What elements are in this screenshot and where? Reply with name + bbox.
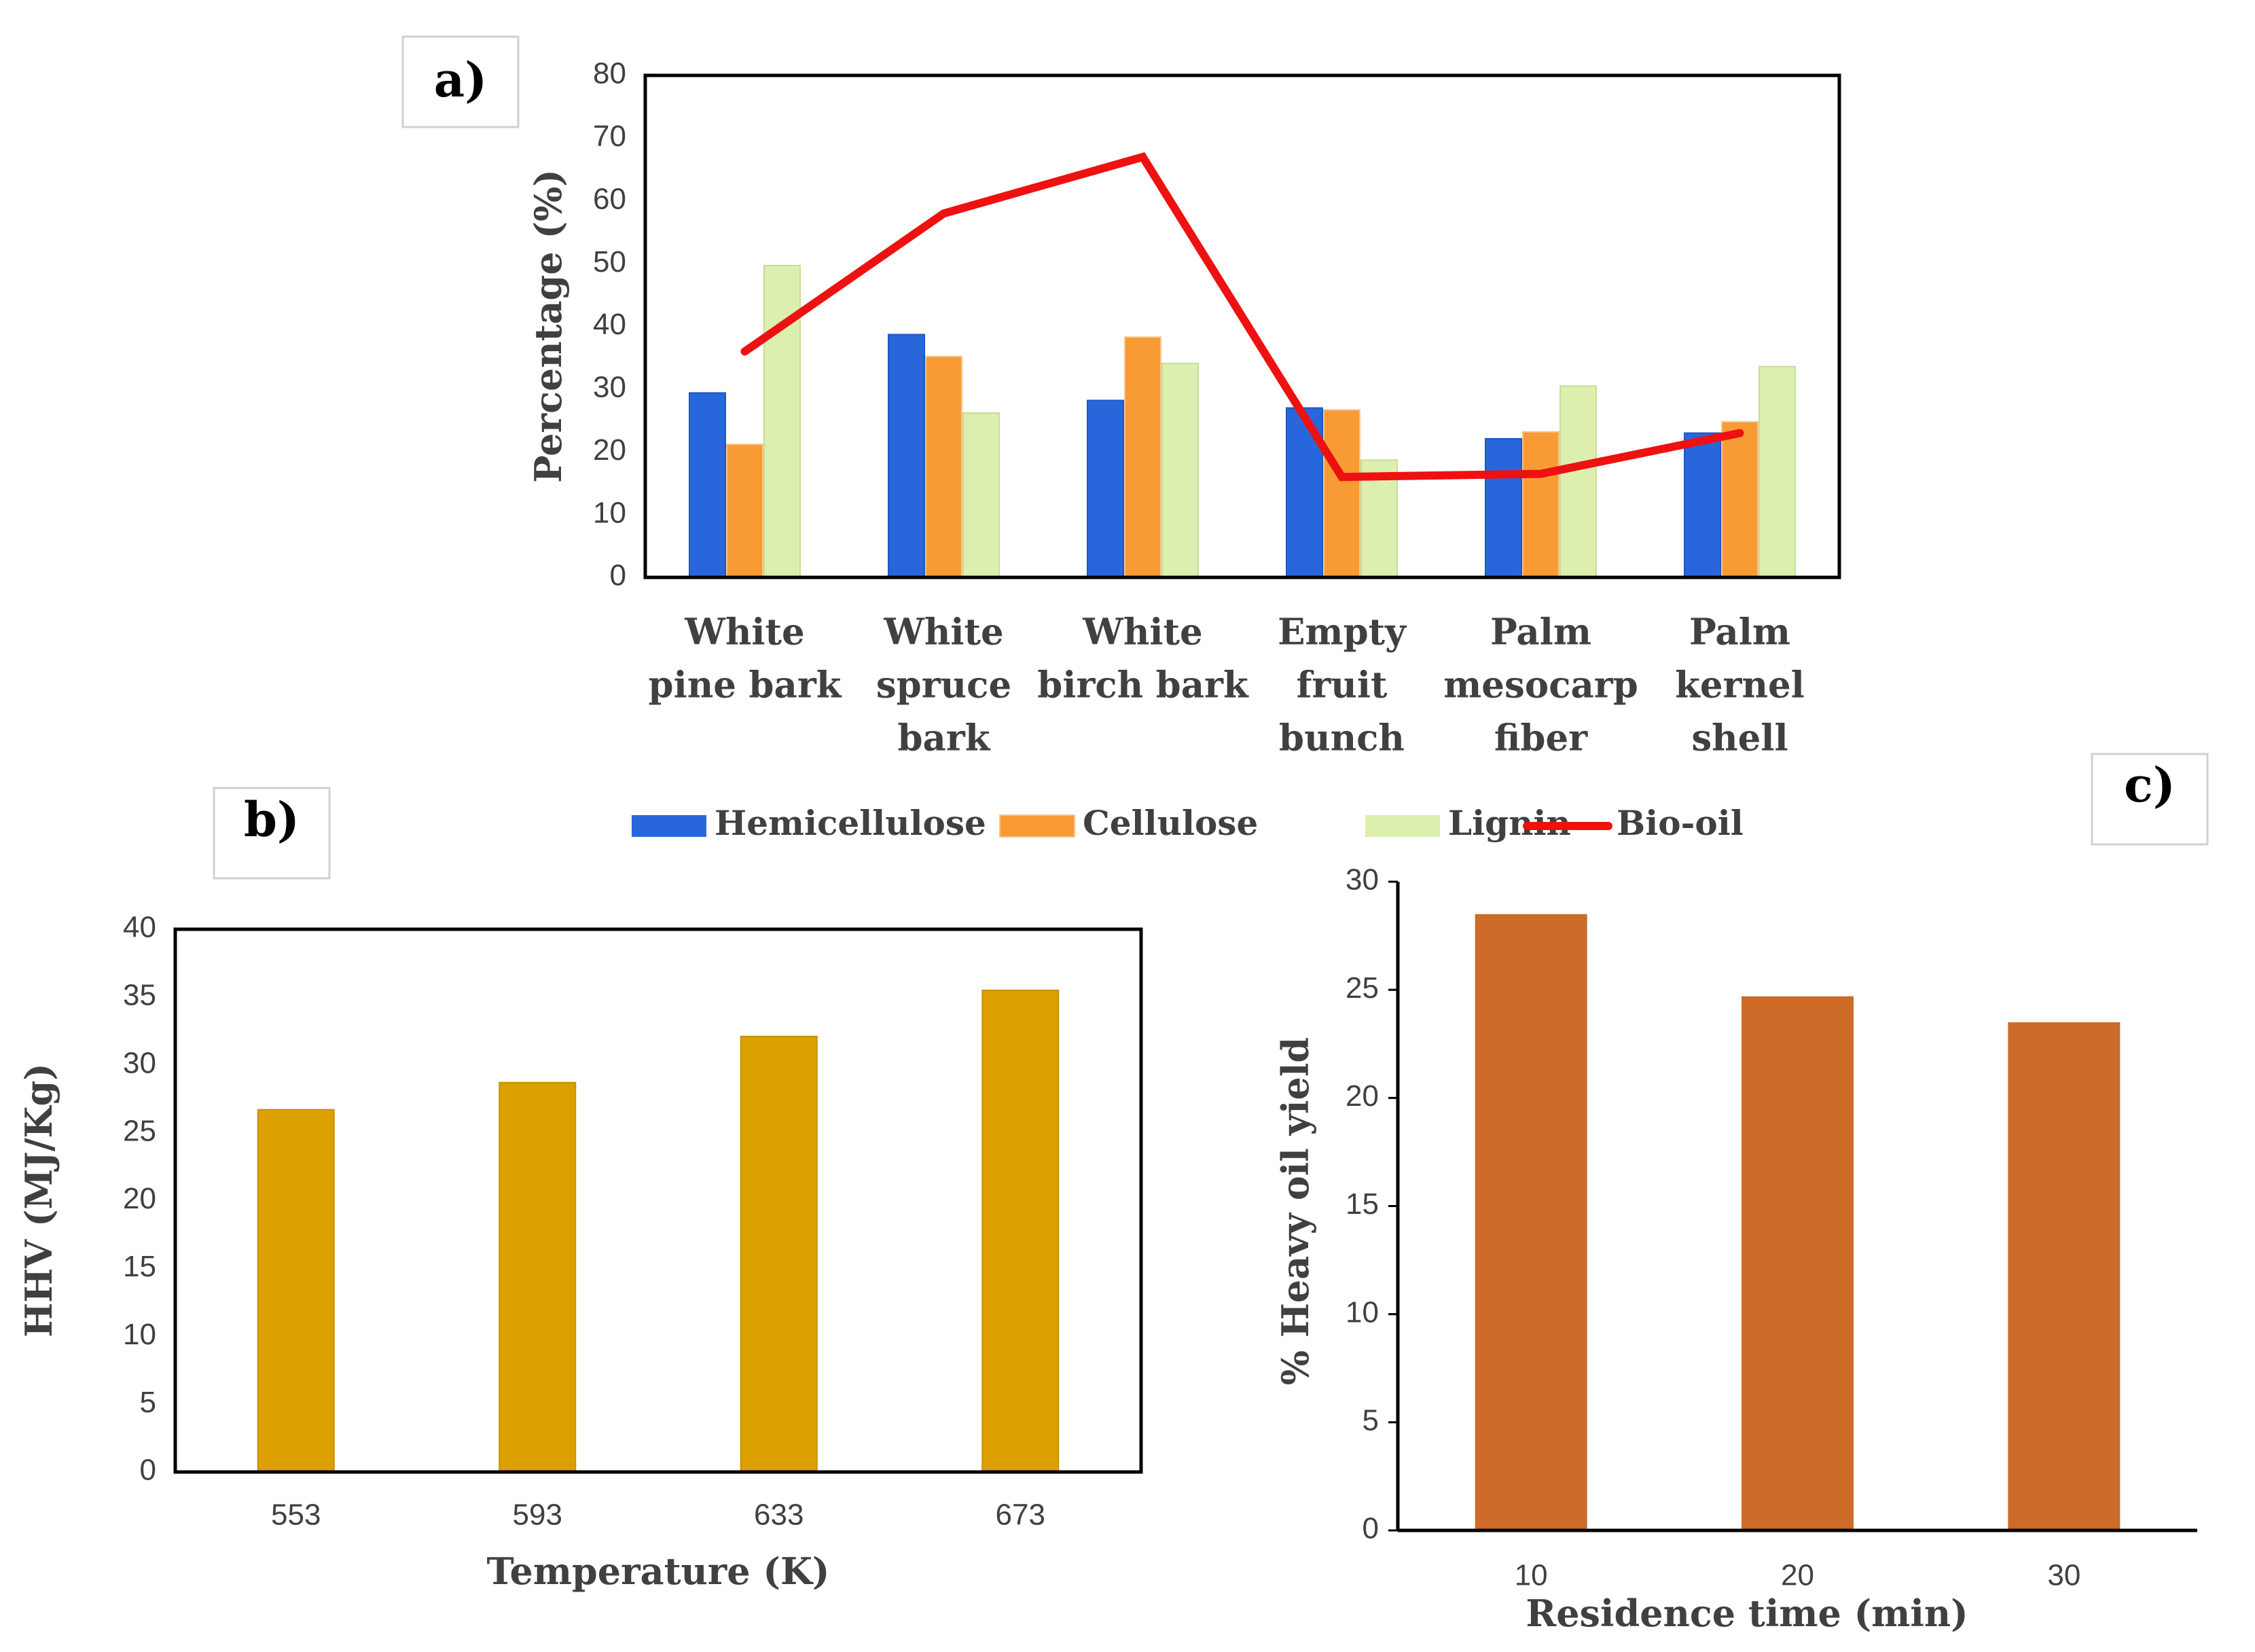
bar-cellulose [1124,336,1161,578]
bar-cellulose [1323,409,1360,579]
y-tick-label: 10 [1346,1295,1379,1329]
bar-hemicellulose [888,334,925,578]
y-tick-label: 30 [123,1046,156,1079]
bar-hhv [257,1109,335,1473]
panel-c-x-axis-title: Residence time (min) [1526,1592,1968,1635]
x-category-label: pine bark [649,664,842,706]
x-category-label: spruce [876,664,1011,706]
panel-c-y-axis-title: % Heavy oil yield [1274,1037,1317,1385]
bar-heavy-oil-yield [2008,1022,2121,1530]
panel-a-legend: Hemicellulose Cellulose Lignin Bio-oil [632,803,1744,843]
y-tick-label: 40 [123,911,156,944]
bar-lignin [1161,363,1199,578]
x-category-label: mesocarp [1443,664,1638,706]
x-tick-label: 633 [754,1498,804,1532]
y-tick-label: 20 [593,433,626,467]
x-category-label: Palm [1490,611,1591,653]
bar-heavy-oil-yield [1475,914,1587,1530]
panel-a-y-axis-title: Percentage (%) [526,169,570,483]
bar-hhv [981,989,1060,1473]
panel-a-plot-frame [643,73,1841,579]
y-tick-label: 30 [593,371,626,404]
bar-hhv [499,1081,577,1473]
y-tick-label: 10 [593,496,626,529]
x-category-label: Empty [1278,611,1407,653]
y-tick-label: 10 [123,1318,156,1351]
y-tick-label: 0 [610,559,626,592]
x-category-label: bark [897,717,990,759]
y-tick-label: 25 [123,1114,156,1147]
legend-label-bio-oil: Bio-oil [1617,803,1744,843]
x-tick-label: 593 [513,1498,562,1532]
y-tick-label: 15 [123,1250,156,1283]
y-tick-label: 60 [593,182,626,215]
panel-a-label-box [401,35,520,128]
bar-cellulose [925,355,962,579]
x-category-label: fruit [1297,664,1388,706]
x-category-label: birch bark [1037,664,1249,706]
panel-b-plot-frame [173,927,1143,1474]
x-category-label: bunch [1279,717,1405,759]
x-category-label: fiber [1494,717,1588,759]
panel-b-label-box [213,787,331,880]
y-tick-label: 30 [1346,863,1379,897]
y-tick-label: 20 [123,1182,156,1215]
panel-a-label: a) [434,52,487,108]
x-category-label: White [883,611,1003,653]
panel-a: a) 0 10 20 30 40 50 60 70 80 White pine bark White… [401,35,1841,843]
y-tick-label: 40 [593,308,626,341]
y-tick-label: 70 [593,120,626,153]
y-tick-label: 35 [123,979,156,1012]
bar-hemicellulose [1087,399,1124,578]
panel-b-label: b) [244,791,300,848]
y-tick-label: 15 [1346,1187,1379,1221]
bar-hhv [740,1035,818,1473]
legend-label-hemicellulose: Hemicellulose [715,803,986,843]
bar-lignin [1758,365,1796,578]
panel-b-y-axis-title: HHV (MJ/Kg) [17,1063,60,1337]
line-bio-oil [740,152,1744,482]
y-tick-label: 50 [593,245,626,279]
y-tick-label: 0 [1363,1512,1379,1545]
x-category-label: shell [1691,717,1788,759]
legend-label-cellulose: Cellulose [1083,803,1258,843]
bar-cellulose [1721,420,1758,578]
bar-lignin [1559,385,1597,578]
x-tick-label: 553 [271,1498,321,1532]
y-tick-label: 20 [1346,1079,1379,1113]
x-category-label: kernel [1675,664,1805,706]
bar-hemicellulose [689,392,726,578]
y-tick-label: 80 [593,57,626,90]
legend-swatch-hemicellulose [632,815,706,837]
legend-swatch-cellulose [999,814,1075,838]
x-tick-label: 30 [2047,1559,2080,1592]
bar-lignin [962,412,1000,578]
x-category-label: White [684,611,804,653]
bar-cellulose [1522,431,1559,578]
bar-cellulose [726,444,763,578]
y-tick-label: 5 [1363,1403,1379,1437]
panel-b-x-axis-title: Temperature (K) [487,1549,830,1593]
bar-heavy-oil-yield [1742,996,1854,1530]
x-tick-label: 673 [996,1498,1045,1532]
y-tick-label: 5 [140,1386,156,1419]
y-tick-label: 0 [140,1454,156,1487]
legend-swatch-lignin [1365,815,1440,837]
x-tick-label: 20 [1781,1559,1814,1592]
x-category-label: Palm [1689,611,1790,653]
panel-c-label: c) [2124,757,2176,813]
bar-hemicellulose [1684,432,1721,578]
x-category-label: White [1082,611,1202,653]
bar-hemicellulose [1485,437,1522,578]
panel-c: c) 0 5 10 15 20 25 30 10 20 30 Residence time (m… [1274,753,2209,1635]
y-tick-label: 25 [1346,971,1379,1005]
panel-b: b) 0 5 10 15 20 25 30 35 40 553 593 633 673 Tempera… [17,787,1143,1593]
panel-c-label-box [2091,753,2209,846]
x-tick-label: 10 [1515,1559,1548,1592]
